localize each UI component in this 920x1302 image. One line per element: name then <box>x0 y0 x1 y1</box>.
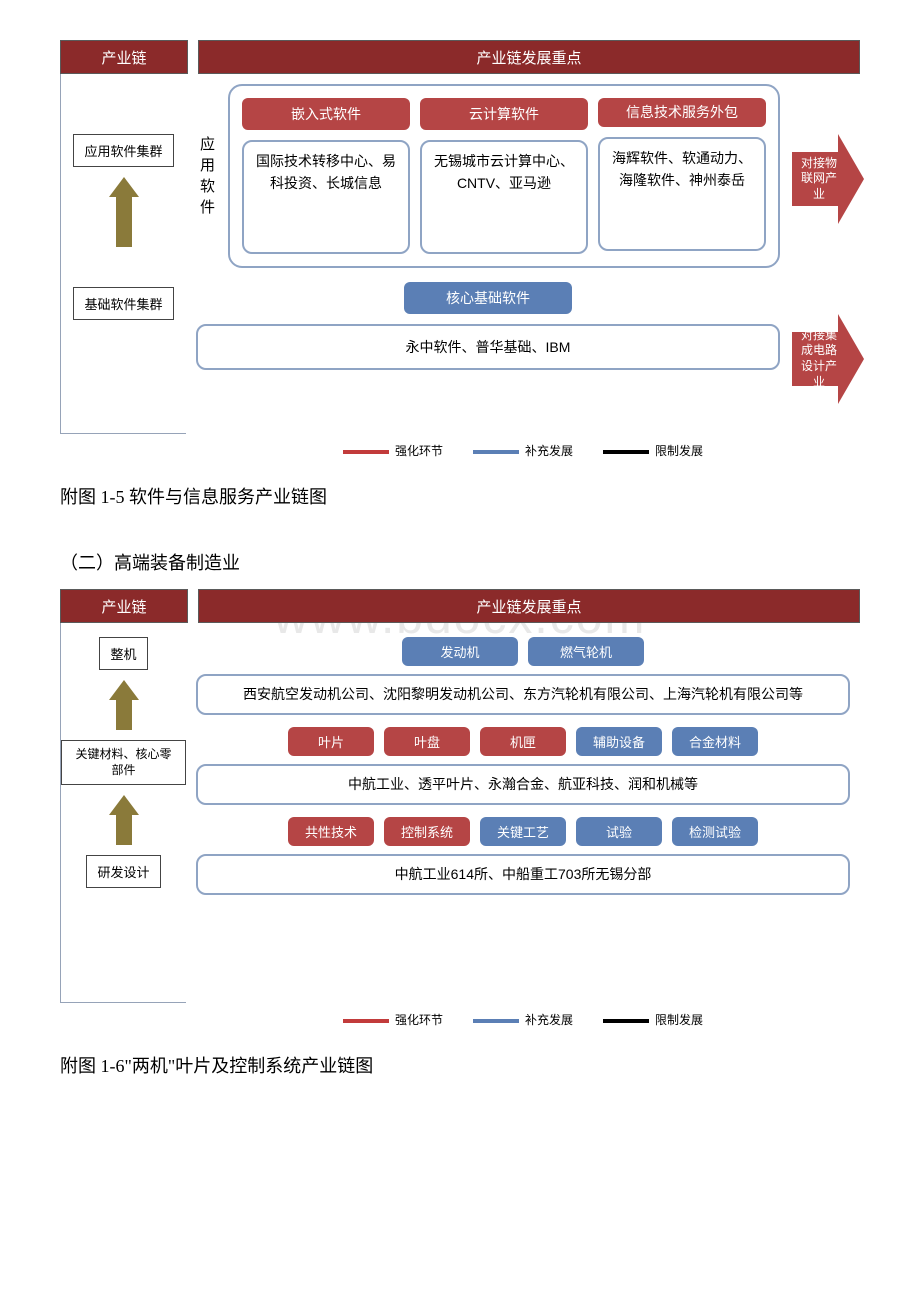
up-arrow-icon <box>109 795 139 845</box>
d1-bottom-desc: 永中软件、普华基础、IBM <box>196 324 780 370</box>
d1-left-col: 应用软件集群 基础软件集群 <box>60 74 186 434</box>
d2-header-right: 产业链发展重点 <box>198 589 860 623</box>
tag-共性技术: 共性技术 <box>288 817 374 846</box>
d1-tag-1: 云计算软件 <box>420 98 588 130</box>
d1-desc-2: 海辉软件、软通动力、海隆软件、神州泰岳 <box>598 137 766 251</box>
tag-控制系统: 控制系统 <box>384 817 470 846</box>
diagram-1: 产业链 产业链发展重点 应用软件集群 基础软件集群 应用软件 嵌入式软件 国际技… <box>60 40 860 463</box>
d2-left-col: 整机 关键材料、核心零部件 研发设计 <box>60 623 186 1003</box>
legend-supplement: 补充发展 <box>473 442 573 459</box>
legend-restrict: 限制发展 <box>603 442 703 459</box>
d2-r1-tag-1: 燃气轮机 <box>528 637 644 666</box>
d2-r1-tag-0: 发动机 <box>402 637 518 666</box>
tag-关键工艺: 关键工艺 <box>480 817 566 846</box>
d1-header-right: 产业链发展重点 <box>198 40 860 74</box>
up-arrow-icon <box>109 177 139 247</box>
up-arrow-icon <box>109 680 139 730</box>
d2-left-box-2: 研发设计 <box>86 855 160 888</box>
legend-restrict: 限制发展 <box>603 1011 703 1028</box>
d1-tag-2: 信息技术服务外包 <box>598 98 766 127</box>
d2-row-1: 发动机 燃气轮机 西安航空发动机公司、沈阳黎明发动机公司、东方汽轮机有限公司、上… <box>196 637 850 715</box>
d2-row-3: 共性技术控制系统关键工艺试验检测试验 中航工业614所、中船重工703所无锡分部 <box>196 817 850 895</box>
d2-r2-desc: 中航工业、透平叶片、永瀚合金、航亚科技、润和机械等 <box>196 764 850 805</box>
d2-header: 产业链 产业链发展重点 <box>60 589 860 623</box>
d2-right-col: 发动机 燃气轮机 西安航空发动机公司、沈阳黎明发动机公司、东方汽轮机有限公司、上… <box>186 623 860 1003</box>
d1-right-col: 应用软件 嵌入式软件 国际技术转移中心、易科投资、长城信息 云计算软件 无锡城市… <box>186 74 860 434</box>
d1-desc-1: 无锡城市云计算中心、CNTV、亚马逊 <box>420 140 588 254</box>
arrow1-label: 对接物联网产业 <box>792 152 842 206</box>
d1-caption: 附图 1-5 软件与信息服务产业链图 <box>60 483 860 509</box>
tag-叶片: 叶片 <box>288 727 374 756</box>
d2-r1-desc: 西安航空发动机公司、沈阳黎明发动机公司、东方汽轮机有限公司、上海汽轮机有限公司等 <box>196 674 850 715</box>
tag-叶盘: 叶盘 <box>384 727 470 756</box>
d2-header-left: 产业链 <box>60 589 188 623</box>
tag-合金材料: 合金材料 <box>672 727 758 756</box>
d2-r3-desc: 中航工业614所、中船重工703所无锡分部 <box>196 854 850 895</box>
arrow2-label: 对接集成电路设计产业 <box>792 332 842 386</box>
d2-legend: 强化环节 补充发展 限制发展 <box>60 1003 860 1032</box>
d1-left-box-top: 应用软件集群 <box>73 134 173 167</box>
d1-legend: 强化环节 补充发展 限制发展 <box>60 434 860 463</box>
diagram-2: 产业链 产业链发展重点 整机 关键材料、核心零部件 研发设计 发动机 燃气轮机 … <box>60 589 860 1032</box>
d1-bottom-tag: 核心基础软件 <box>404 282 572 314</box>
legend-supplement: 补充发展 <box>473 1011 573 1028</box>
d2-caption: 附图 1-6"两机"叶片及控制系统产业链图 <box>60 1052 860 1078</box>
section-2-title: （二）高端装备制造业 <box>60 549 860 575</box>
legend-strengthen: 强化环节 <box>343 1011 443 1028</box>
d1-vert-label: 应用软件 <box>196 84 228 268</box>
right-arrow-1: 对接物联网产业 <box>792 134 864 224</box>
legend-strengthen: 强化环节 <box>343 442 443 459</box>
d1-tag-0: 嵌入式软件 <box>242 98 410 130</box>
d2-row-2: 叶片叶盘机匣辅助设备合金材料 中航工业、透平叶片、永瀚合金、航亚科技、润和机械等 <box>196 727 850 805</box>
d1-desc-0: 国际技术转移中心、易科投资、长城信息 <box>242 140 410 254</box>
d1-app-group: 嵌入式软件 国际技术转移中心、易科投资、长城信息 云计算软件 无锡城市云计算中心… <box>228 84 780 268</box>
d2-left-box-1: 关键材料、核心零部件 <box>61 740 186 785</box>
d1-header-left: 产业链 <box>60 40 188 74</box>
d2-left-box-0: 整机 <box>99 637 147 670</box>
tag-检测试验: 检测试验 <box>672 817 758 846</box>
tag-辅助设备: 辅助设备 <box>576 727 662 756</box>
right-arrow-2: 对接集成电路设计产业 <box>792 314 864 404</box>
tag-机匣: 机匣 <box>480 727 566 756</box>
d1-left-box-bottom: 基础软件集群 <box>73 287 173 320</box>
d1-base-group: 核心基础软件 永中软件、普华基础、IBM <box>196 282 780 370</box>
tag-试验: 试验 <box>576 817 662 846</box>
d1-header: 产业链 产业链发展重点 <box>60 40 860 74</box>
